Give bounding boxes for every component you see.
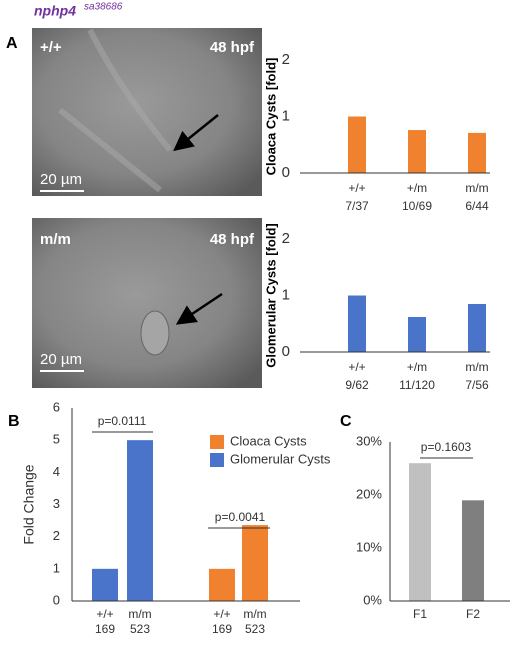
sample-count: 7/37 [345, 199, 369, 213]
y-tick-label: 5 [53, 432, 60, 447]
bar [348, 116, 366, 173]
x-tick-label: +/+ [348, 360, 365, 374]
x-tick-label: m/m [243, 607, 266, 621]
y-tick-label: 20% [356, 486, 382, 501]
legend-swatch [210, 435, 224, 449]
y-tick-label: 3 [53, 496, 60, 511]
x-tick-label: m/m [465, 360, 488, 374]
y-tick-label: 6 [53, 399, 60, 414]
sample-count: 169 [95, 622, 115, 636]
arrow [173, 114, 219, 152]
x-tick-label: +/m [407, 360, 427, 374]
p-value: p=0.0041 [215, 510, 266, 524]
bar [92, 568, 118, 601]
cyst [140, 310, 170, 356]
y-tick-label: 0 [282, 164, 290, 181]
y-axis-label: Cloaca Cysts [fold] [263, 58, 278, 176]
x-tick-label: +/m [407, 181, 427, 195]
sample-count: 10/69 [402, 199, 432, 213]
micrograph [32, 28, 262, 196]
figure-title: nphp4 [34, 3, 76, 19]
y-tick-label: 1 [282, 107, 290, 124]
y-tick-label: 1 [282, 286, 290, 303]
x-tick-label: F2 [466, 607, 480, 621]
legend-label: Glomerular Cysts [230, 451, 331, 466]
sample-count: 523 [130, 622, 150, 636]
panel-label: B [8, 413, 20, 430]
y-tick-label: 2 [53, 528, 60, 543]
bar [348, 295, 366, 352]
scale-bar-label: 20 µm [40, 171, 82, 188]
stage: 48 hpf [210, 39, 255, 56]
x-tick-label: F1 [413, 607, 427, 621]
sample-count: 523 [245, 622, 265, 636]
y-tick-label: 10% [356, 539, 382, 554]
x-tick-label: +/+ [348, 181, 365, 195]
bar [408, 316, 426, 352]
texture [58, 28, 173, 193]
bar [462, 500, 484, 601]
legend-label: Cloaca Cysts [230, 433, 307, 448]
p-value: p=0.0111 [98, 414, 147, 428]
bar [408, 130, 426, 173]
sample-count: 9/62 [345, 378, 369, 392]
sample-count: 7/56 [465, 378, 489, 392]
y-tick-label: 1 [53, 560, 60, 575]
y-tick-label: 2 [282, 51, 290, 68]
panel-label: C [340, 413, 352, 430]
bar [468, 132, 486, 173]
panel-label: A [6, 35, 18, 52]
bar [409, 463, 431, 601]
x-tick-label: +/+ [96, 607, 113, 621]
y-tick-label: 4 [53, 464, 60, 479]
sample-count: 6/44 [465, 199, 489, 213]
x-tick-label: m/m [465, 181, 488, 195]
bar [209, 568, 235, 601]
bar [468, 303, 486, 352]
y-tick-label: 0 [53, 592, 60, 607]
bar [127, 440, 153, 601]
p-value: p=0.1603 [421, 440, 472, 454]
x-tick-label: m/m [128, 607, 151, 621]
sample-count: 169 [212, 622, 232, 636]
arrow [175, 292, 223, 325]
micrograph [32, 218, 262, 388]
genotype: m/m [40, 231, 71, 248]
stage: 48 hpf [210, 231, 255, 248]
genotype: +/+ [40, 39, 62, 56]
legend-swatch [210, 453, 224, 467]
x-tick-label: +/+ [213, 607, 230, 621]
y-tick-label: 0 [282, 343, 290, 360]
y-axis-label: Fold Change [21, 464, 37, 544]
y-tick-label: 0% [363, 592, 382, 607]
y-axis-label: Glomerular Cysts [fold] [263, 223, 278, 367]
y-tick-label: 30% [356, 433, 382, 448]
allele: sa38686 [84, 2, 123, 13]
y-tick-label: 2 [282, 230, 290, 247]
sample-count: 11/120 [399, 378, 435, 392]
bar [242, 525, 268, 601]
scale-bar-label: 20 µm [40, 351, 82, 368]
